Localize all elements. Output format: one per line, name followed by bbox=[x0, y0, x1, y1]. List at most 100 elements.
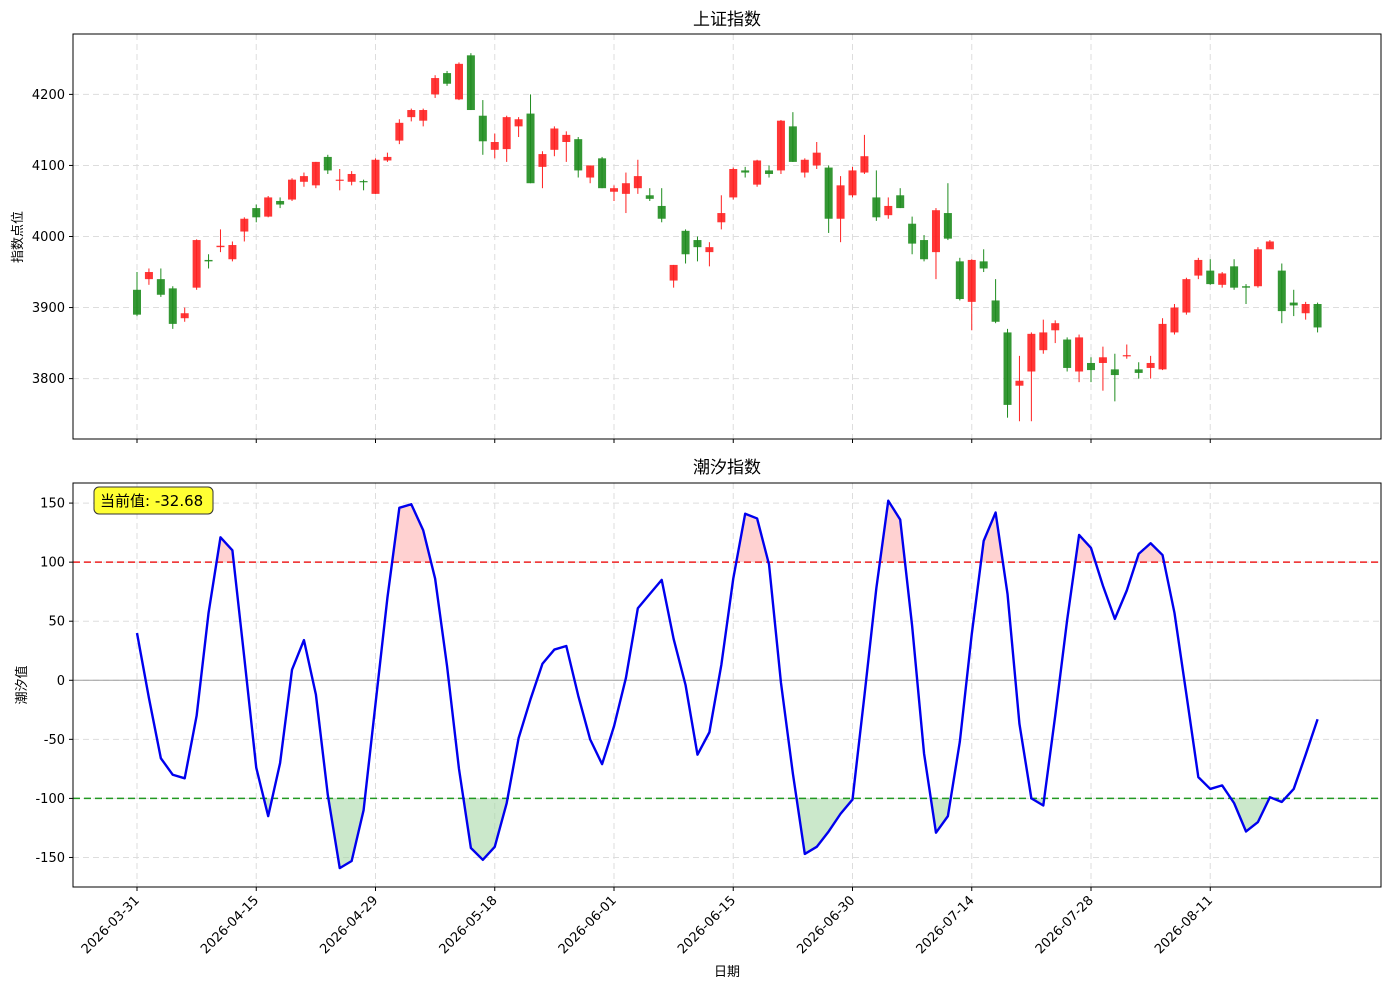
candle bbox=[502, 115, 511, 162]
overbought-fill bbox=[216, 537, 234, 563]
candle bbox=[824, 165, 833, 233]
candle bbox=[741, 166, 750, 178]
candle bbox=[216, 229, 225, 253]
candle bbox=[514, 117, 523, 138]
y-tick-label: -100 bbox=[35, 792, 65, 807]
candle bbox=[1039, 319, 1048, 354]
candle bbox=[1194, 257, 1203, 280]
candle bbox=[991, 279, 1000, 324]
candle bbox=[288, 178, 297, 201]
candle bbox=[192, 239, 201, 290]
candle bbox=[562, 131, 571, 162]
candle bbox=[872, 170, 881, 221]
y-tick-label: 50 bbox=[48, 615, 65, 630]
candle bbox=[538, 151, 547, 189]
candlestick-frame bbox=[72, 33, 1382, 440]
candle bbox=[264, 196, 273, 218]
candle bbox=[133, 272, 141, 317]
candle bbox=[1289, 289, 1298, 317]
y-tick-label: 3900 bbox=[32, 301, 65, 316]
candle bbox=[454, 62, 463, 101]
candle bbox=[621, 172, 630, 214]
candlestick-y-ticks: 3800 3900 4000 4100 4200 bbox=[32, 88, 73, 387]
candlestick-x-ticks bbox=[136, 439, 1211, 443]
candle bbox=[896, 188, 905, 209]
y-tick-label: 4100 bbox=[32, 159, 65, 174]
candle bbox=[955, 257, 964, 301]
candle bbox=[812, 142, 821, 169]
oversold-fill bbox=[1230, 798, 1270, 832]
candle bbox=[1253, 247, 1262, 288]
candle bbox=[1313, 302, 1322, 333]
candle bbox=[1146, 355, 1155, 379]
tide-series-line bbox=[135, 499, 1319, 870]
candle bbox=[347, 171, 356, 186]
candle bbox=[383, 152, 392, 162]
candle bbox=[1027, 332, 1036, 422]
candle bbox=[156, 268, 165, 297]
candle bbox=[681, 229, 690, 264]
candlestick-title: 上证指数 bbox=[693, 10, 761, 30]
candles bbox=[133, 53, 1322, 422]
tide-title: 潮汐指数 bbox=[693, 458, 761, 478]
overbought-fill bbox=[1075, 534, 1096, 563]
tide-panel: 潮汐指数 潮汐值 日期 -150 -100 -50 0 50 100 150 2026-03… bbox=[14, 458, 1382, 980]
candle bbox=[1170, 304, 1179, 335]
candle bbox=[574, 137, 583, 178]
candle bbox=[1110, 353, 1119, 402]
candle bbox=[490, 133, 499, 159]
candle bbox=[1122, 344, 1131, 359]
candle bbox=[526, 94, 535, 184]
candle bbox=[693, 236, 702, 262]
candle bbox=[657, 188, 666, 223]
overbought-fill bbox=[392, 504, 432, 563]
candle bbox=[550, 126, 559, 157]
overbought-fill bbox=[736, 513, 769, 563]
candle bbox=[776, 119, 785, 174]
candle bbox=[443, 70, 452, 86]
overbought-fill bbox=[1136, 543, 1165, 563]
candle bbox=[323, 154, 332, 174]
candlestick-grid bbox=[73, 34, 1381, 439]
candle bbox=[598, 156, 607, 189]
candle bbox=[407, 108, 416, 122]
candle bbox=[204, 254, 213, 269]
candle bbox=[466, 53, 475, 111]
candle bbox=[717, 195, 726, 230]
current-value-badge: 当前值: -32.68 bbox=[93, 486, 214, 515]
x-tick-label: 2026-08-11 bbox=[1152, 893, 1216, 957]
tide-frame bbox=[72, 482, 1382, 888]
candle bbox=[836, 176, 845, 243]
candle bbox=[931, 208, 940, 280]
candle bbox=[586, 165, 595, 184]
y-tick-label: 100 bbox=[40, 556, 65, 571]
x-tick-label: 2026-04-29 bbox=[317, 893, 381, 957]
candle bbox=[908, 216, 917, 255]
candle bbox=[1051, 320, 1060, 344]
y-tick-label: 4000 bbox=[32, 230, 65, 245]
candle bbox=[884, 197, 893, 219]
candle bbox=[645, 188, 654, 201]
y-tick-label: 150 bbox=[40, 497, 65, 512]
candle bbox=[1265, 240, 1274, 250]
candle bbox=[419, 108, 428, 127]
overbought-fill bbox=[879, 500, 905, 563]
candle bbox=[967, 259, 976, 331]
x-tick-label: 2026-05-18 bbox=[437, 893, 501, 957]
candle bbox=[1003, 328, 1012, 418]
candle bbox=[729, 167, 738, 200]
candle bbox=[848, 166, 857, 198]
x-tick-label: 2026-06-30 bbox=[794, 893, 858, 957]
y-tick-label: -50 bbox=[44, 733, 65, 748]
candle bbox=[1218, 272, 1227, 288]
candle bbox=[1158, 318, 1167, 371]
tide-x-ticks: 2026-03-31 2026-04-15 2026-04-29 2026-05-18… bbox=[79, 887, 1216, 957]
candle bbox=[276, 197, 285, 209]
candle bbox=[335, 169, 344, 191]
candle bbox=[478, 100, 487, 155]
candle bbox=[168, 286, 177, 329]
x-tick-label: 2026-06-15 bbox=[675, 893, 739, 957]
candle bbox=[705, 242, 714, 267]
y-tick-label: 3800 bbox=[32, 372, 65, 387]
candle bbox=[1015, 355, 1024, 422]
